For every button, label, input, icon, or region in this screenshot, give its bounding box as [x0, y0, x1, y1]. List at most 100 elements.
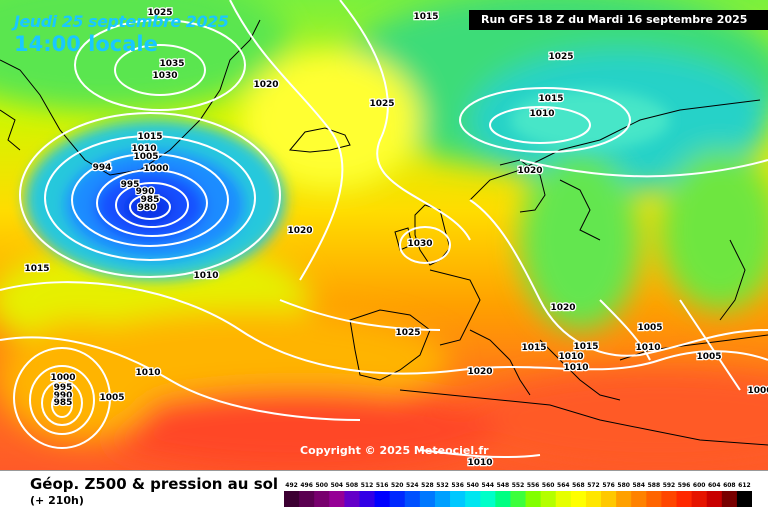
forecast-date: Jeudi 25 septembre 2025	[14, 12, 229, 31]
geopotential-field	[0, 0, 768, 470]
scale-value-label: 532	[436, 482, 449, 489]
isobar-label: 1015	[521, 343, 546, 353]
isobar-label: 980	[138, 203, 157, 213]
isobar-label: 1005	[99, 393, 124, 403]
scale-value-label: 504	[331, 482, 344, 489]
scale-value-label: 544	[482, 482, 495, 489]
isobar-label: 1025	[369, 99, 394, 109]
scale-value-label: 596	[678, 482, 691, 489]
isobar-label: 985	[141, 195, 160, 205]
scale-value-label: 612	[738, 482, 751, 489]
color-swatch	[314, 491, 330, 507]
color-swatch	[359, 491, 376, 507]
scale-value-label: 492	[285, 482, 298, 489]
isobar-label: 1010	[193, 271, 218, 281]
isobar-label: 1010	[135, 368, 160, 378]
isobar-label: 1010	[563, 363, 588, 373]
isobar-label: 1005	[696, 352, 721, 362]
color-swatch	[284, 491, 300, 507]
color-swatch	[510, 491, 527, 507]
legend-title: Géop. Z500 & pression au sol	[30, 475, 279, 493]
color-swatch	[495, 491, 511, 507]
scale-value-label: 548	[497, 482, 510, 489]
isobar-label: 1025	[147, 8, 172, 18]
scale-value-label: 496	[300, 482, 313, 489]
scale-value-label: 560	[542, 482, 555, 489]
isobar-label: 1020	[550, 303, 575, 313]
isobar-label: 1015	[24, 264, 49, 274]
color-swatch	[661, 491, 678, 507]
legend-subtitle: (+ 210h)	[30, 494, 84, 507]
color-swatch	[450, 491, 466, 507]
isobar-label: 1020	[517, 166, 542, 176]
color-swatch	[525, 491, 542, 507]
scale-value-label: 568	[572, 482, 585, 489]
legend-panel: Géop. Z500 & pression au sol (+ 210h) 49…	[0, 470, 768, 513]
isobar-label: 1030	[407, 239, 432, 249]
color-swatch	[419, 491, 436, 507]
scale-value-label: 556	[527, 482, 540, 489]
isobar-label: 1025	[548, 52, 573, 62]
scale-value-label: 520	[391, 482, 404, 489]
run-info-banner: Run GFS 18 Z du Mardi 16 septembre 2025	[469, 10, 768, 30]
color-scale: 492 496 500 504 508 512 516 520 524 528 532 536 540 5…	[284, 482, 752, 507]
isobar-label: 1015	[538, 94, 563, 104]
isobar-label: 1025	[395, 328, 420, 338]
color-swatch	[601, 491, 617, 507]
scale-value-label: 564	[557, 482, 570, 489]
isobars	[0, 0, 768, 457]
scale-value-label: 584	[633, 482, 646, 489]
color-swatch	[480, 491, 496, 507]
color-swatch	[631, 491, 647, 507]
isobar-label: 994	[93, 163, 112, 173]
scale-value-label: 604	[708, 482, 721, 489]
color-swatch	[616, 491, 632, 507]
scale-value-label: 592	[663, 482, 676, 489]
color-swatch	[570, 491, 587, 507]
scale-value-label: 600	[693, 482, 706, 489]
isobar-label: 1005	[637, 323, 662, 333]
color-swatch	[434, 491, 451, 507]
scale-value-label: 516	[376, 482, 389, 489]
color-swatch	[540, 491, 557, 507]
scale-value-label: 588	[648, 482, 661, 489]
color-swatch	[691, 491, 708, 507]
color-swatch	[676, 491, 693, 507]
color-swatch	[299, 491, 315, 507]
isobar-label: 1020	[287, 226, 312, 236]
isobar-label: 995	[121, 180, 140, 190]
scale-value-label: 536	[451, 482, 464, 489]
isobar-label: 1030	[152, 71, 177, 81]
isobar-label: 1015	[573, 342, 598, 352]
isobar-label: 1000	[50, 373, 75, 383]
forecast-time: 14:00 locale	[14, 32, 158, 56]
copyright-text: Copyright © 2025 Meteociel.fr	[300, 444, 489, 457]
isobar-label: 1010	[635, 343, 660, 353]
scale-value-label: 500	[315, 482, 328, 489]
color-swatch	[344, 491, 360, 507]
isobar-label: 1035	[159, 59, 184, 69]
isobar-label: 990	[136, 187, 155, 197]
scale-value-label: 528	[421, 482, 434, 489]
isobar-label: 990	[54, 391, 73, 401]
isobar-label: 1000	[747, 386, 768, 396]
scale-value-label: 508	[346, 482, 359, 489]
scale-value-label: 608	[723, 482, 736, 489]
color-swatch	[736, 491, 752, 507]
isobar-label: 1020	[467, 367, 492, 377]
isobar-label: 1015	[413, 12, 438, 22]
scale-value-label: 576	[602, 482, 615, 489]
isobar-label: 1010	[131, 144, 156, 154]
scale-value-label: 512	[361, 482, 374, 489]
isobar-label: 1010	[558, 352, 583, 362]
color-swatch	[706, 491, 723, 507]
scale-value-label: 580	[617, 482, 630, 489]
color-swatch	[646, 491, 662, 507]
isobar-label: 985	[54, 398, 73, 408]
isobar-label: 1010	[529, 109, 554, 119]
color-swatch	[329, 491, 345, 507]
color-swatch	[404, 491, 421, 507]
isobar-label: 1020	[253, 80, 278, 90]
